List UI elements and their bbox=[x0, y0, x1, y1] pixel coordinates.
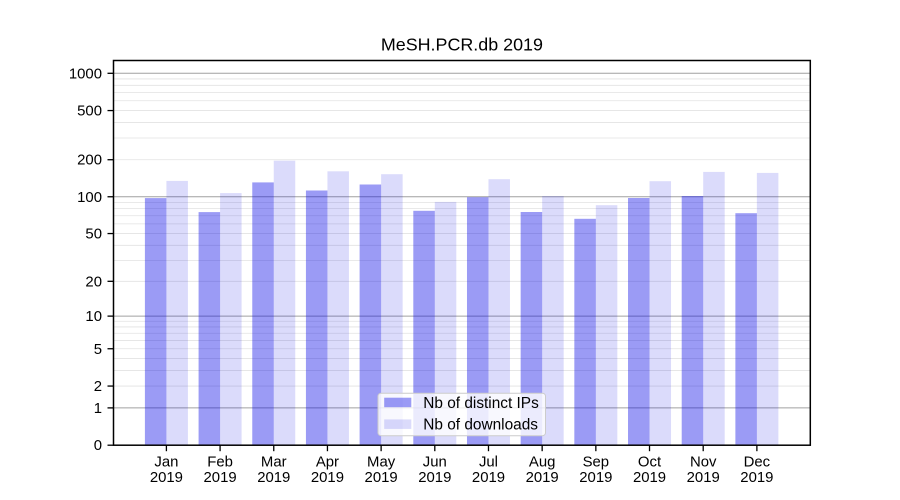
svg-text:2019: 2019 bbox=[579, 470, 612, 486]
svg-text:20: 20 bbox=[85, 274, 102, 290]
svg-text:10: 10 bbox=[85, 309, 102, 325]
svg-text:2019: 2019 bbox=[365, 470, 398, 486]
svg-text:Nov: Nov bbox=[690, 455, 717, 471]
svg-text:500: 500 bbox=[77, 104, 102, 120]
svg-text:Jun: Jun bbox=[423, 455, 447, 471]
svg-text:Oct: Oct bbox=[638, 455, 662, 471]
svg-text:2019: 2019 bbox=[257, 470, 290, 486]
svg-text:1000: 1000 bbox=[69, 66, 102, 82]
svg-text:2019: 2019 bbox=[472, 470, 505, 486]
svg-text:2: 2 bbox=[94, 379, 102, 395]
svg-text:100: 100 bbox=[77, 190, 102, 206]
svg-text:2019: 2019 bbox=[150, 470, 183, 486]
svg-text:2019: 2019 bbox=[204, 470, 237, 486]
svg-text:Dec: Dec bbox=[744, 455, 771, 471]
svg-text:Nb of distinct IPs: Nb of distinct IPs bbox=[423, 395, 539, 412]
svg-text:Aug: Aug bbox=[529, 455, 556, 471]
svg-text:Nb of downloads: Nb of downloads bbox=[423, 417, 538, 434]
svg-text:Sep: Sep bbox=[583, 455, 610, 471]
svg-text:Mar: Mar bbox=[261, 455, 287, 471]
svg-text:1: 1 bbox=[94, 401, 102, 417]
svg-text:Feb: Feb bbox=[207, 455, 233, 471]
svg-text:50: 50 bbox=[85, 227, 102, 243]
svg-text:0: 0 bbox=[94, 438, 102, 454]
svg-text:2019: 2019 bbox=[687, 470, 720, 486]
svg-text:MeSH.PCR.db 2019: MeSH.PCR.db 2019 bbox=[381, 35, 543, 55]
svg-text:May: May bbox=[367, 455, 396, 471]
svg-text:200: 200 bbox=[77, 153, 102, 169]
svg-text:Jan: Jan bbox=[154, 455, 178, 471]
svg-text:Apr: Apr bbox=[316, 455, 339, 471]
svg-text:2019: 2019 bbox=[418, 470, 451, 486]
svg-text:Jul: Jul bbox=[479, 455, 498, 471]
svg-text:2019: 2019 bbox=[526, 470, 559, 486]
svg-text:2019: 2019 bbox=[633, 470, 666, 486]
svg-text:5: 5 bbox=[94, 342, 102, 358]
svg-text:2019: 2019 bbox=[740, 470, 773, 486]
svg-text:2019: 2019 bbox=[311, 470, 344, 486]
